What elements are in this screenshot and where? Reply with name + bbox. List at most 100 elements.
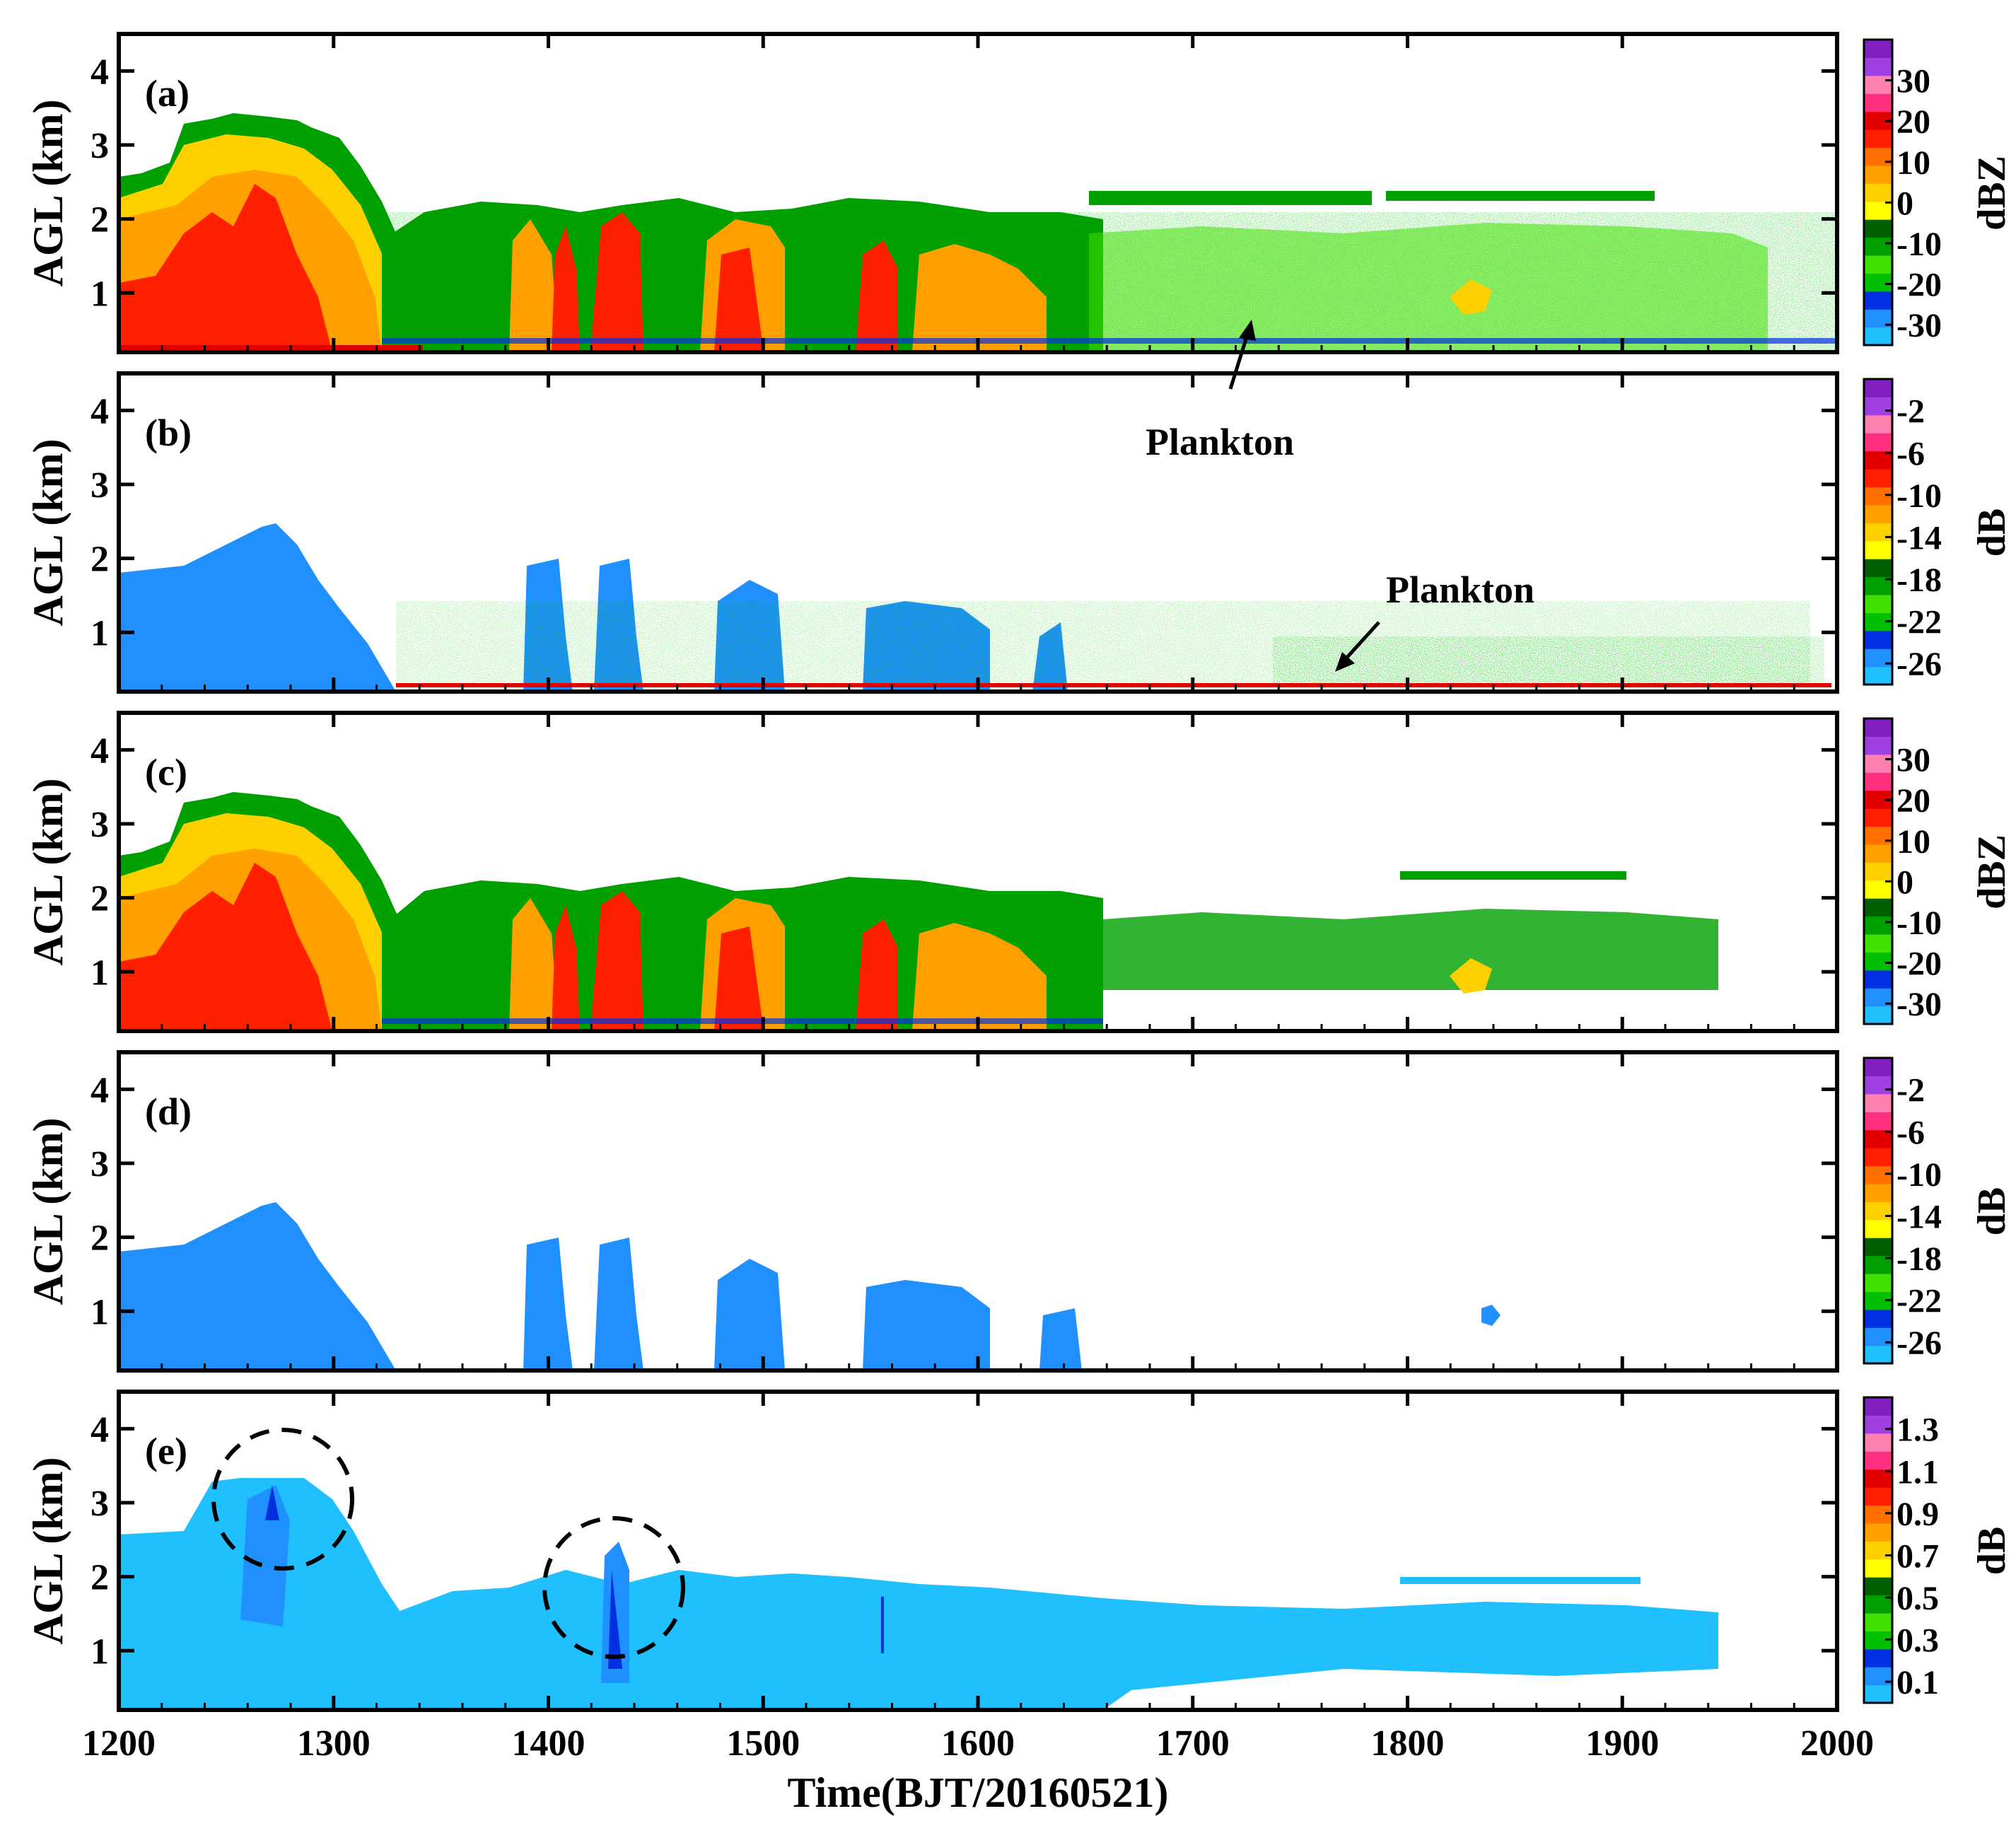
panel-d: 1 2 3 4 (d) — [91, 1050, 1839, 1373]
colorbar-swatch — [1864, 237, 1892, 256]
colorbar-swatch — [1864, 291, 1892, 310]
x-tick-label: 1300 — [297, 1723, 371, 1764]
colorbar-swatch — [1864, 1076, 1892, 1095]
panel-a-tag: (a) — [145, 72, 190, 115]
colorbar-tick-label: 0 — [1896, 185, 1913, 222]
plankton-annotation-b: Plankton — [1335, 569, 1534, 672]
x-axis: 1200 1300 1400 1500 1600 1700 1800 1900 2000 — [82, 1723, 1874, 1764]
panel-a: 1 2 3 4 (a) — [91, 32, 1839, 354]
y-tick-label: 2 — [91, 1218, 109, 1259]
panel-e-tag: (e) — [145, 1430, 187, 1472]
colorbar-swatch — [1864, 487, 1892, 506]
y-tick-label: 1 — [91, 613, 109, 653]
y-tick-label: 1 — [91, 274, 109, 314]
y-tick-label: 3 — [91, 1144, 109, 1184]
panel-a-y-ticks: 1 2 3 4 — [91, 34, 1839, 352]
y-axis-title-b: AGL (km) — [25, 438, 71, 626]
colorbar-swatch — [1864, 880, 1892, 899]
colorbar-swatch — [1864, 165, 1892, 184]
colorbar-swatch — [1864, 718, 1892, 738]
colorbar-swatch — [1864, 450, 1892, 470]
y-tick-label: 1 — [91, 1292, 109, 1332]
colorbar-swatch — [1864, 1433, 1892, 1452]
colorbar-tick-label: -2 — [1896, 1072, 1925, 1110]
colorbar-swatch — [1864, 1112, 1892, 1131]
colorbar-tick-label: 20 — [1896, 103, 1930, 141]
colorbar-swatch — [1864, 844, 1892, 863]
colorbar-swatch — [1864, 754, 1892, 773]
colorbar-tick-label: 0.1 — [1896, 1664, 1939, 1701]
colorbar-swatch — [1864, 666, 1892, 685]
colorbar-swatch — [1864, 1345, 1892, 1364]
colorbar-swatch — [1864, 40, 1892, 59]
x-tick-label: 1400 — [512, 1723, 585, 1764]
colorbar-swatch — [1864, 1309, 1892, 1328]
y-axis-title-a: AGL (km) — [25, 99, 71, 286]
x-tick-label: 1500 — [726, 1723, 800, 1764]
colorbar-swatch — [1864, 862, 1892, 881]
colorbar-swatch — [1864, 1129, 1892, 1148]
colorbar-tick-label: 10 — [1896, 144, 1930, 182]
colorbar-d: -2 -6 -10 -14 -18 -22 -26 dB — [1863, 1056, 2014, 1365]
colorbar-swatch — [1864, 1523, 1892, 1542]
y-axis-titles: AGL (km) AGL (km) AGL (km) AGL (km) AGL … — [25, 99, 71, 1644]
colorbar-tick-label: -10 — [1896, 1156, 1942, 1194]
colorbar-tick-label: -14 — [1896, 1198, 1942, 1235]
colorbar-swatch — [1864, 1397, 1892, 1416]
colorbar-unit: dBZ — [1970, 156, 2014, 231]
y-tick-label: 3 — [91, 805, 109, 845]
y-axis-title-d: AGL (km) — [25, 1117, 71, 1305]
colorbar-frame — [1863, 38, 1894, 347]
colorbar-unit: dB — [1970, 1187, 2014, 1236]
colorbar-tick-label: -6 — [1896, 1114, 1925, 1151]
colorbar-swatch — [1864, 75, 1892, 94]
colorbar-swatch — [1864, 1415, 1892, 1434]
colorbar-swatch — [1864, 379, 1892, 398]
panel-c-tag: (c) — [145, 751, 187, 793]
colorbar-swatch — [1864, 540, 1892, 559]
colorbar-swatch — [1864, 414, 1892, 433]
panel-e-field — [119, 1392, 1837, 1710]
colorbar-swatch — [1864, 433, 1892, 452]
y-tick-label: 2 — [91, 540, 109, 580]
y-tick-label: 1 — [91, 953, 109, 993]
x-tick-label: 1800 — [1371, 1723, 1445, 1764]
colorbar-swatch — [1864, 594, 1892, 613]
colorbar-unit: dB — [1970, 1527, 2014, 1576]
colorbar-swatch — [1864, 219, 1892, 238]
colorbar-swatch — [1864, 916, 1892, 935]
colorbar-swatch — [1864, 93, 1892, 112]
colorbar-swatch — [1864, 255, 1892, 274]
colorbar-tick-label: 0.5 — [1896, 1580, 1939, 1617]
colorbar-swatch — [1864, 1487, 1892, 1506]
colorbar-swatch — [1864, 147, 1892, 166]
colorbar-frame — [1863, 1396, 1894, 1704]
colorbar-swatch — [1864, 273, 1892, 292]
y-tick-label: 4 — [91, 1070, 109, 1110]
colorbar-swatch — [1864, 57, 1892, 76]
colorbar-swatch — [1864, 183, 1892, 202]
colorbar-tick-label: -18 — [1896, 1240, 1942, 1278]
colorbar-swatch — [1864, 1148, 1892, 1167]
colorbar-swatch — [1864, 397, 1892, 416]
colorbar-swatch — [1864, 1273, 1892, 1292]
colorbar-tick-label: -30 — [1896, 986, 1942, 1023]
plankton-label-a: Plankton — [1146, 421, 1294, 463]
y-tick-label: 3 — [91, 1484, 109, 1524]
panel-d-y-ticks: 1 2 3 4 — [91, 1052, 1839, 1370]
colorbar-swatch — [1864, 1612, 1892, 1631]
y-tick-label: 2 — [91, 200, 109, 240]
colorbar-e: 1.3 1.1 0.9 0.7 0.5 0.3 0.1 dB — [1863, 1396, 2014, 1704]
y-tick-label: 3 — [91, 126, 109, 166]
colorbar-swatch — [1864, 1451, 1892, 1470]
colorbar-frame — [1863, 717, 1894, 1025]
colorbar-swatch — [1864, 1577, 1892, 1596]
colorbar-swatch — [1864, 1165, 1892, 1184]
colorbar-unit: dB — [1970, 508, 2014, 557]
x-tick-label: 1600 — [941, 1723, 1015, 1764]
y-tick-label: 2 — [91, 879, 109, 919]
colorbar-swatch — [1864, 933, 1892, 953]
colorbar-tick-label: -10 — [1896, 904, 1942, 942]
colorbar-tick-label: 20 — [1896, 782, 1930, 820]
